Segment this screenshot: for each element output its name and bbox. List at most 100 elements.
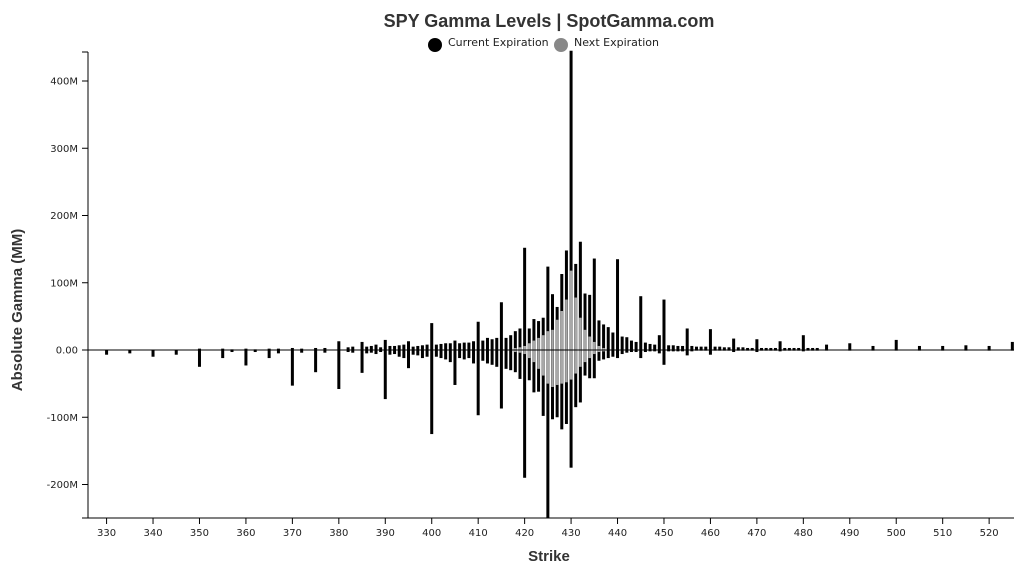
current-bar-negative-405 (453, 350, 457, 385)
current-bar-negative-414 (495, 350, 499, 367)
next-bar-positive-431 (574, 297, 578, 350)
next-bar-positive-427 (555, 319, 559, 350)
current-bar-negative-429 (564, 350, 568, 424)
current-bar-positive-485 (825, 344, 829, 350)
current-bar-negative-443 (629, 350, 633, 353)
current-bar-negative-453 (676, 350, 680, 352)
next-bar-positive-437 (602, 347, 605, 350)
next-bar-positive-434 (588, 336, 591, 350)
x-tick-label: 520 (980, 528, 999, 539)
next-bar-positive-433 (583, 329, 587, 350)
current-bar-positive-421 (527, 328, 531, 350)
current-bar-positive-510 (941, 345, 945, 350)
next-bar-positive-429 (565, 299, 568, 350)
current-bar-negative-372 (300, 350, 304, 353)
current-bar-positive-473 (769, 347, 773, 350)
current-bar-positive-392 (393, 345, 397, 350)
current-bar-positive-477 (787, 347, 791, 350)
current-bar-negative-436 (597, 350, 601, 361)
current-bar-positive-413 (490, 339, 494, 350)
current-bar-positive-433 (583, 293, 587, 350)
next-bar-positive-420 (523, 345, 526, 350)
current-bar-positive-365 (267, 348, 271, 350)
next-bar-positive-419 (518, 347, 522, 350)
current-bar-negative-430 (569, 350, 573, 468)
current-bar-negative-335 (128, 350, 132, 354)
legend-current-label: Current Expiration (448, 36, 549, 49)
current-bar-positive-399 (425, 344, 429, 350)
current-bar-positive-458 (699, 346, 703, 350)
current-bar-negative-407 (462, 350, 466, 360)
next-bar-negative-420 (523, 350, 526, 355)
current-bar-negative-362 (253, 350, 257, 353)
current-bar-positive-396 (411, 346, 415, 350)
current-bar-negative-399 (425, 350, 429, 357)
next-bar-negative-434 (588, 350, 591, 359)
current-bar-positive-367 (276, 348, 280, 350)
current-bar-positive-483 (815, 347, 819, 350)
current-bar-positive-460 (708, 329, 712, 350)
current-bar-positive-355 (221, 348, 225, 350)
current-bar-positive-404 (448, 343, 452, 350)
current-bar-negative-340 (151, 350, 155, 357)
current-bar-negative-434 (588, 350, 592, 379)
current-bar-negative-412 (485, 350, 489, 364)
current-bar-positive-360 (244, 348, 248, 350)
x-tick-label: 410 (469, 528, 488, 539)
y-tick-label: 100M (50, 278, 78, 289)
current-bar-negative-383 (351, 350, 355, 353)
current-bar-negative-404 (448, 350, 452, 363)
current-bar-positive-410 (476, 321, 480, 350)
next-bar-negative-437 (602, 350, 605, 352)
current-bar-positive-466 (736, 347, 740, 350)
legend-current-marker (428, 38, 442, 52)
y-tick-label: -100M (47, 413, 78, 424)
x-tick-label: 510 (933, 528, 952, 539)
current-bar-negative-450 (662, 350, 666, 365)
current-bar-positive-375 (314, 347, 318, 350)
current-bar-negative-475 (778, 350, 782, 352)
current-bar-positive-393 (397, 345, 401, 350)
current-bar-positive-407 (462, 342, 466, 350)
current-bar-negative-470 (755, 350, 759, 353)
next-bar-negative-433 (583, 350, 587, 363)
x-tick-label: 380 (329, 528, 348, 539)
x-tick-label: 430 (562, 528, 581, 539)
current-bar-positive-388 (374, 344, 378, 350)
x-axis-title: Strike (528, 548, 570, 565)
current-bar-positive-406 (458, 343, 462, 350)
next-bar-negative-419 (518, 350, 522, 353)
current-bar-positive-471 (760, 347, 764, 350)
current-bar-positive-456 (690, 345, 694, 350)
current-bar-negative-417 (509, 350, 513, 371)
next-bar-negative-429 (565, 350, 568, 383)
current-bar-positive-409 (472, 341, 476, 350)
axes-group: 400M 300M 200M 100M 0.00 -100M -200M 330 340 350 3… (47, 51, 1014, 539)
current-bar-negative-409 (472, 350, 476, 364)
current-bar-positive-397 (416, 345, 420, 350)
current-bar-negative-433 (583, 350, 587, 376)
current-bar-positive-400 (430, 323, 434, 350)
next-bar-negative-428 (560, 350, 564, 384)
next-bar-positive-425 (546, 331, 550, 350)
x-tick-label: 470 (747, 528, 766, 539)
current-bar-negative-415 (499, 350, 503, 409)
x-tick-label: 370 (283, 528, 302, 539)
current-bar-negative-410 (476, 350, 480, 416)
current-bar-positive-405 (453, 340, 457, 350)
current-bar-positive-500 (894, 339, 898, 350)
legend: Current Expiration Next Expiration (428, 36, 659, 52)
bars-group (105, 50, 1014, 518)
x-tick-label: 360 (236, 528, 255, 539)
current-bar-positive-439 (611, 332, 615, 350)
current-bar-negative-419 (518, 350, 522, 379)
current-bar-positive-432 (578, 241, 582, 350)
current-bar-negative-365 (267, 350, 271, 359)
x-tick-label: 440 (608, 528, 627, 539)
current-bar-negative-421 (527, 350, 531, 381)
current-bar-positive-422 (532, 319, 536, 350)
current-bar-negative-451 (667, 350, 671, 352)
current-bar-positive-468 (746, 347, 750, 350)
next-bar-positive-426 (551, 329, 554, 350)
current-bar-positive-525 (1010, 341, 1014, 350)
